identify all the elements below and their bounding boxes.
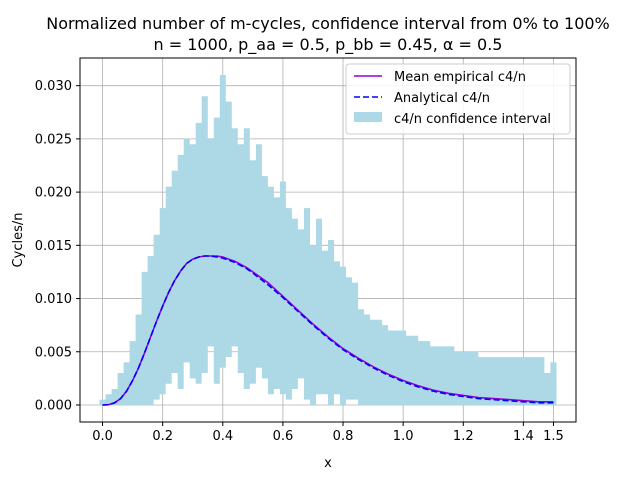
legend-label-empirical: Mean empirical c4/n bbox=[394, 70, 526, 85]
y-tick-label-5: 0.025 bbox=[35, 132, 72, 147]
legend-label-band: c4/n confidence interval bbox=[394, 112, 551, 127]
y-tick-label-3: 0.015 bbox=[35, 239, 72, 254]
series-layer bbox=[102, 255, 554, 406]
x-tick-label-2: 0.4 bbox=[212, 429, 233, 444]
x-tick-label-3: 0.6 bbox=[273, 429, 294, 444]
chart-subtitle: n = 1000, p_aa = 0.5, p_bb = 0.45, α = 0… bbox=[154, 35, 503, 55]
legend-swatch-band bbox=[354, 112, 382, 122]
x-tick-label-8: 1.5 bbox=[543, 429, 564, 444]
y-tick-label-1: 0.005 bbox=[35, 345, 72, 360]
y-axis-ticks: 0.000 0.005 0.010 0.015 0.020 0.025 0.030 bbox=[35, 79, 80, 413]
y-tick-label-4: 0.020 bbox=[35, 186, 72, 201]
series-line-empirical bbox=[102, 255, 554, 406]
confidence-band bbox=[99, 75, 557, 405]
chart-title: Normalized number of m-cycles, confidenc… bbox=[46, 14, 610, 33]
x-tick-label-4: 0.8 bbox=[333, 429, 354, 444]
x-axis-ticks: 0.0 0.2 0.4 0.6 0.8 1.0 1.2 1.4 1.5 bbox=[92, 422, 564, 444]
y-tick-label-2: 0.010 bbox=[35, 292, 72, 307]
x-axis-label: x bbox=[324, 456, 332, 471]
x-tick-label-0: 0.0 bbox=[92, 429, 113, 444]
legend-box bbox=[345, 63, 571, 135]
x-tick-label-5: 1.0 bbox=[393, 429, 414, 444]
x-tick-label-1: 0.2 bbox=[152, 429, 173, 444]
y-tick-label-6: 0.030 bbox=[35, 79, 72, 94]
series-line-analytical bbox=[102, 255, 554, 406]
y-axis-label: Cycles/n bbox=[11, 213, 26, 268]
legend-label-analytical: Analytical c4/n bbox=[394, 91, 490, 106]
confidence-band-layer bbox=[99, 75, 557, 405]
legend: Mean empirical c4/n Analytical c4/n c4/n… bbox=[345, 63, 571, 135]
plot-frame bbox=[79, 57, 577, 423]
x-tick-label-7: 1.4 bbox=[513, 429, 534, 444]
x-tick-label-6: 1.2 bbox=[453, 429, 474, 444]
y-tick-label-0: 0.000 bbox=[35, 398, 72, 413]
